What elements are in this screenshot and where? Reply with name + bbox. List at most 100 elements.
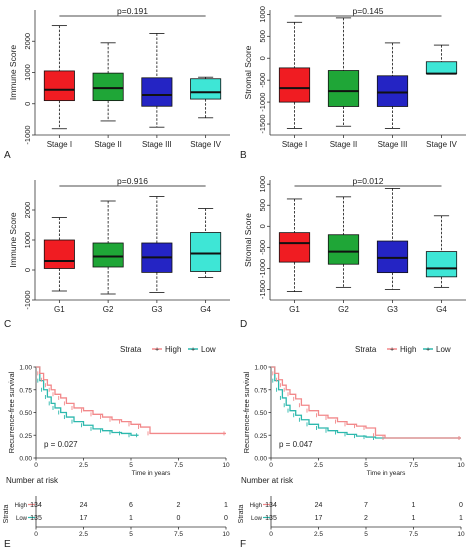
risk-table-strata-label: Strata (238, 505, 245, 524)
risk-x-tick-label: 0 (269, 531, 273, 538)
y-tick-label: 0 (23, 102, 32, 106)
km-x-tick-label: 5 (129, 462, 133, 469)
y-tick-label: -1000 (23, 125, 32, 144)
box-A-4 (190, 78, 222, 100)
box-C-2 (92, 242, 124, 268)
risk-count: 0 (177, 515, 181, 522)
risk-count: 0 (459, 502, 463, 509)
panel-letter: A (4, 150, 11, 161)
risk-count: 24 (315, 502, 323, 509)
risk-count: 135 (30, 515, 42, 522)
risk-count: 1 (412, 502, 416, 509)
legend-plus-mark: + (155, 347, 159, 354)
legend-label-low: Low (201, 345, 216, 354)
x-tick-label: Stage I (47, 140, 72, 149)
box-B-3 (376, 75, 409, 107)
km-y-tick-label: 0.25 (19, 433, 32, 440)
km-x-tick-label: 10 (222, 462, 230, 469)
risk-x-tick-label: 7.5 (409, 531, 418, 538)
risk-x-tick-label: 0 (34, 531, 38, 538)
legend-title: Strata (120, 345, 142, 354)
risk-count: 17 (315, 515, 323, 522)
risk-row-label: Low (16, 516, 28, 522)
x-tick-label: Stage IV (426, 140, 457, 149)
risk-table-title: Number at risk (241, 476, 294, 485)
y-tick-label: 0 (258, 224, 267, 228)
km-y-tick-label: 0.50 (254, 410, 267, 417)
km-y-axis-label: Recurrence-free survival (242, 371, 251, 453)
panel-letter: E (4, 539, 11, 550)
risk-count: 17 (80, 515, 88, 522)
risk-count: 2 (364, 515, 368, 522)
km-p-value: p = 0.027 (44, 440, 78, 449)
p-value-label: p=0.145 (353, 6, 384, 16)
risk-x-tick-label: 5 (364, 531, 368, 538)
legend-plus-mark: + (426, 347, 430, 354)
km-x-tick-label: 2.5 (79, 462, 88, 469)
risk-row-label: High (250, 503, 262, 509)
box-D-3 (376, 240, 409, 274)
km-y-tick-label: 0.25 (254, 433, 267, 440)
km-y-tick-label: 0.50 (19, 410, 32, 417)
risk-count: 24 (80, 502, 88, 509)
y-tick-label: -1000 (258, 259, 267, 278)
legend-plus-mark: + (390, 347, 394, 354)
p-value-label: p=0.191 (117, 6, 148, 16)
risk-x-tick-label: 10 (222, 531, 230, 538)
y-tick-label: 1000 (23, 64, 32, 81)
km-curve-low (36, 366, 139, 436)
km-x-tick-label: 7.5 (174, 462, 183, 469)
risk-x-tick-label: 10 (457, 531, 465, 538)
km-y-tick-label: 1.00 (254, 365, 267, 372)
risk-count: 6 (129, 502, 133, 509)
risk-count: 134 (265, 502, 277, 509)
box-B-4 (425, 61, 458, 74)
x-tick-label: G2 (338, 305, 349, 314)
risk-table-strata-label: Strata (3, 505, 10, 524)
risk-count: 1 (129, 515, 133, 522)
legend-label-low: Low (436, 345, 451, 354)
y-tick-label: 0 (23, 268, 32, 272)
risk-count: 1 (224, 502, 228, 509)
km-y-tick-label: 0.75 (19, 387, 32, 394)
km-y-tick-label: 0.75 (254, 387, 267, 394)
box-D-1 (278, 232, 311, 263)
y-tick-label: 2000 (23, 33, 32, 50)
y-tick-label: -500 (258, 240, 267, 255)
km-x-tick-label: 0 (269, 462, 273, 469)
y-tick-label: -1500 (258, 280, 267, 299)
box-C-1 (43, 239, 75, 269)
risk-x-tick-label: 5 (129, 531, 133, 538)
y-tick-label: 1000 (23, 232, 32, 249)
risk-row-label: High (15, 503, 27, 509)
y-tick-label: -1000 (258, 93, 267, 112)
km-y-axis-label: Recurrence-free survival (7, 371, 16, 453)
y-tick-label: -1000 (23, 290, 32, 309)
p-value-label: p=0.012 (353, 176, 384, 186)
y-axis-label: Stromal Score (243, 213, 253, 267)
km-y-tick-label: 1.00 (19, 365, 32, 372)
y-tick-label: 0 (258, 56, 267, 60)
risk-count: 1 (459, 515, 463, 522)
box-C-4 (190, 232, 222, 272)
x-tick-label: Stage IV (190, 140, 221, 149)
y-tick-label: 2000 (23, 202, 32, 219)
box-D-4 (425, 251, 458, 278)
box-A-2 (92, 72, 124, 102)
risk-row-label: Low (251, 516, 263, 522)
km-x-tick-label: 10 (457, 462, 465, 469)
km-x-axis-label: Time in years (132, 470, 172, 477)
risk-x-tick-label: 2.5 (79, 531, 88, 538)
risk-count: 2 (177, 502, 181, 509)
x-tick-label: Stage I (282, 140, 307, 149)
risk-count: 7 (364, 502, 368, 509)
km-x-tick-label: 5 (364, 462, 368, 469)
risk-count: 135 (265, 515, 277, 522)
y-tick-label: 500 (258, 199, 267, 212)
x-tick-label: Stage III (142, 140, 172, 149)
risk-count: 134 (30, 502, 42, 509)
p-value-label: p=0.916 (117, 176, 148, 186)
x-tick-label: Stage II (94, 140, 122, 149)
km-x-tick-label: 7.5 (409, 462, 418, 469)
